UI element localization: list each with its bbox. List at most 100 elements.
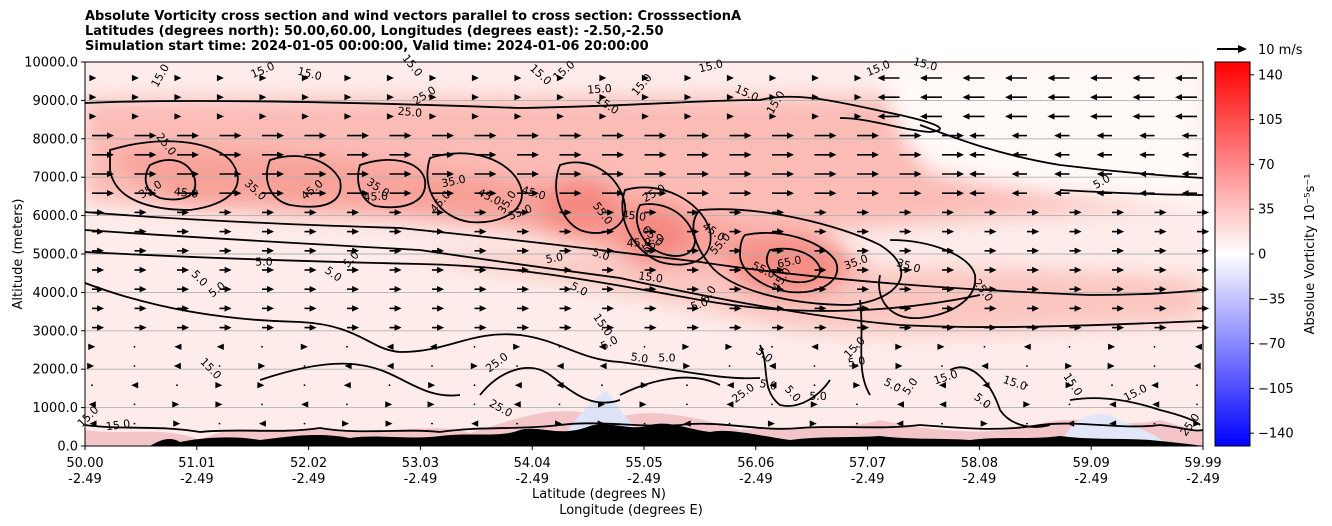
wind-vector-126 (857, 151, 879, 158)
wind-vector-344 (942, 305, 955, 312)
wind-vector-386 (429, 343, 437, 350)
wind-vector-20 (920, 74, 942, 82)
wind-vector-27 (89, 94, 97, 101)
wind-vector-491 (303, 422, 306, 425)
wind-vector-340 (772, 305, 785, 312)
wind-vector-490 (258, 420, 266, 427)
wind-vector-224 (432, 228, 445, 235)
wind-vector-484 (1152, 401, 1160, 408)
wind-vector-123 (729, 151, 752, 158)
wind-vector-201 (602, 209, 615, 216)
wind-vector-97 (772, 132, 794, 139)
wind-vector-367 (772, 324, 785, 331)
wind-vector-442 (514, 382, 522, 389)
wind-vector-302 (304, 286, 317, 293)
x-tick-lon-6: -2.49 (739, 472, 773, 487)
wind-vector-277 (389, 266, 402, 274)
y-tick-label-6: 6000.0 (33, 209, 79, 224)
wind-vector-173 (559, 190, 582, 197)
wind-vector-338 (687, 305, 700, 312)
wind-vector-280 (517, 266, 530, 274)
wind-vector-170 (432, 190, 454, 197)
wind-vector-509 (1067, 420, 1075, 427)
wind-vector-194 (304, 209, 317, 216)
wind-vector-378 (88, 343, 96, 350)
wind-vector-42 (726, 94, 734, 101)
wind-vector-205 (772, 209, 785, 216)
wind-vector-270 (92, 266, 105, 274)
wind-vector-53 (1175, 94, 1197, 101)
wind-vector-90 (474, 132, 497, 139)
wind-vector-373 (1027, 324, 1040, 331)
wind-vector-327 (219, 305, 232, 312)
wind-vector-446 (686, 384, 688, 387)
contour-label-70: 5.0 (759, 377, 778, 393)
wind-vector-191 (177, 209, 190, 216)
wind-vector-8 (429, 74, 437, 82)
wind-vector-456 (1111, 384, 1113, 387)
wind-vector-333 (474, 305, 487, 312)
colorbar-tick-label-8: −140 (1258, 427, 1294, 442)
wind-vector-361 (517, 324, 530, 331)
wind-vector-87 (347, 132, 369, 139)
wind-vector-326 (177, 305, 190, 312)
wind-vector-63 (471, 113, 479, 120)
wind-vector-427 (1026, 365, 1028, 367)
wind-vector-324 (92, 305, 105, 312)
wind-vector-216 (92, 228, 105, 235)
wind-vector-319 (1027, 286, 1040, 293)
wind-vector-301 (262, 286, 275, 293)
wind-vector-81 (92, 132, 114, 139)
wind-vector-355 (262, 324, 275, 331)
wind-vector-44 (811, 94, 819, 101)
wind-vector-26 (1175, 74, 1197, 82)
wind-vector-363 (602, 324, 615, 331)
x-tick-lat-9: 59.09 (1073, 456, 1110, 471)
wind-vector-24 (1090, 74, 1112, 82)
wind-vector-187 (1139, 190, 1155, 197)
y-tick-label-5: 5000.0 (33, 248, 79, 263)
wind-vector-392 (682, 343, 690, 350)
wind-vector-477 (856, 403, 858, 406)
colorbar-tick-label-1: 105 (1258, 113, 1283, 128)
wind-vector-404 (1194, 343, 1202, 350)
contour-label-63: 5.0 (847, 354, 866, 370)
wind-vector-317 (942, 286, 955, 293)
wind-vector-435 (215, 382, 223, 389)
wind-vector-4 (259, 74, 267, 82)
wind-vector-169 (389, 190, 412, 197)
wind-vector-459 (88, 401, 96, 408)
wind-vector-127 (899, 151, 922, 158)
wind-vector-510 (1109, 420, 1117, 427)
wind-vector-99 (857, 132, 879, 139)
wind-vector-312 (729, 286, 742, 293)
wind-vector-305 (432, 286, 445, 293)
colorbar-ticks: 140 105 70 35 0 −35 −70 −105 −140 (1250, 68, 1294, 442)
wind-vector-481 (1023, 401, 1031, 408)
wind-vector-492 (342, 420, 350, 427)
wind-vector-434 (176, 384, 178, 387)
y-axis: 0.0 1000.0 2000.0 3000.0 4000.0 5000.0 6000.0 7… (24, 56, 85, 455)
wind-vector-65 (556, 113, 564, 120)
terrain-silhouette (85, 423, 1203, 446)
contour-label-2: 15.0 (296, 65, 323, 84)
wind-vector-436 (257, 382, 265, 389)
wind-vector-321 (1112, 286, 1125, 293)
wind-vector-195 (347, 209, 360, 216)
wind-vector-393 (725, 343, 733, 350)
wind-vector-395 (811, 343, 819, 350)
wind-vector-180 (857, 190, 879, 197)
wind-vector-268 (1154, 247, 1167, 254)
wind-vector-255 (602, 247, 615, 254)
wind-vector-264 (984, 247, 997, 254)
wind-vector-503 (809, 420, 817, 427)
wind-vector-18 (854, 74, 862, 82)
wind-vector-346 (1027, 305, 1040, 312)
wind-vector-337 (644, 305, 657, 312)
wind-vector-184 (1011, 190, 1027, 197)
wind-vector-414 (470, 362, 478, 370)
wind-vector-30 (216, 94, 224, 101)
contour-label-28: 45.0 (520, 183, 547, 202)
wind-vector-157 (1011, 170, 1027, 178)
wind-vector-198 (474, 209, 487, 216)
